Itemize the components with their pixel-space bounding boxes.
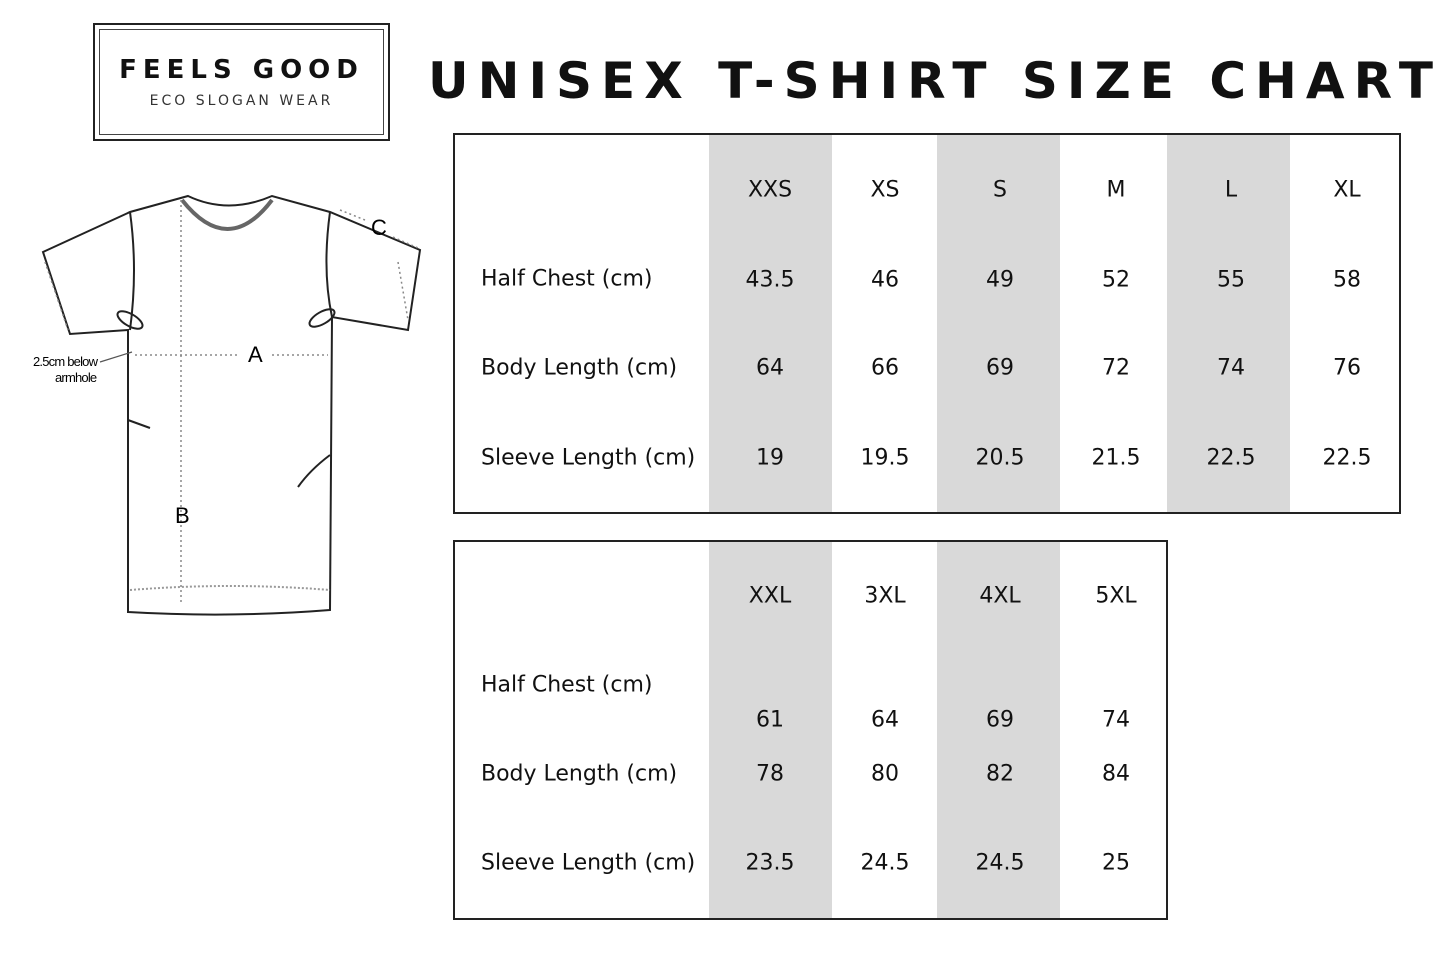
table-cell: 74 [1217, 355, 1245, 381]
column-stripe [709, 542, 832, 918]
table-cell: 46 [871, 267, 899, 293]
table-cell: 49 [986, 267, 1014, 293]
size-table-1: XXS XS S M L XL Half Chest (cm) 43.5 46 49 52 55 58 B… [453, 133, 1401, 514]
table-cell: 64 [756, 355, 784, 381]
row-label: Sleeve Length (cm) [481, 445, 696, 471]
table-cell: 61 [756, 707, 784, 733]
table-cell: 72 [1102, 355, 1130, 381]
table-cell: 82 [986, 761, 1014, 787]
row-label: Body Length (cm) [481, 355, 678, 381]
column-stripe [709, 135, 832, 512]
table-cell: 74 [1102, 707, 1130, 733]
row-label: Sleeve Length (cm) [481, 850, 696, 876]
page-title: UNISEX T-SHIRT SIZE CHART [428, 52, 1442, 110]
size-header: L [1224, 177, 1238, 203]
table-cell: 19.5 [860, 445, 910, 471]
column-stripe [937, 542, 1060, 918]
size-header: XXL [748, 583, 792, 609]
table-cell: 69 [986, 355, 1014, 381]
size-header: XL [1333, 177, 1361, 203]
table-cell: 23.5 [745, 850, 795, 876]
size-header: XS [870, 177, 900, 203]
armhole-note-1: 2.5cm below [33, 354, 99, 369]
label-a: A [248, 342, 263, 367]
column-stripe [937, 135, 1060, 512]
size-header: S [993, 177, 1007, 203]
size-header: 5XL [1095, 583, 1137, 609]
brand-tagline: ECO SLOGAN WEAR [149, 93, 334, 109]
label-b: B [175, 503, 190, 528]
table-cell: 84 [1102, 761, 1130, 787]
size-header: XXS [747, 177, 793, 203]
size-header: 4XL [979, 583, 1021, 609]
size-header: 3XL [864, 583, 906, 609]
tshirt-diagram: A B C 2.5cm below armhole [33, 194, 422, 616]
table-cell: 24.5 [975, 850, 1025, 876]
row-label: Body Length (cm) [481, 761, 678, 787]
table-cell: 24.5 [860, 850, 910, 876]
table-cell: 21.5 [1091, 445, 1141, 471]
size-header: M [1106, 177, 1126, 203]
brand-logo: FEELS GOOD ECO SLOGAN WEAR [93, 23, 390, 141]
table-cell: 58 [1333, 267, 1361, 293]
armhole-note-2: armhole [55, 370, 97, 385]
table-cell: 80 [871, 761, 899, 787]
table-cell: 22.5 [1206, 445, 1256, 471]
table-cell: 20.5 [975, 445, 1025, 471]
row-label: Half Chest (cm) [481, 266, 653, 292]
column-stripe [1167, 135, 1290, 512]
table-cell: 64 [871, 707, 899, 733]
table-cell: 43.5 [745, 267, 795, 293]
table-cell: 22.5 [1322, 445, 1372, 471]
table-cell: 25 [1102, 850, 1130, 876]
table-cell: 69 [986, 707, 1014, 733]
table-cell: 55 [1217, 267, 1245, 293]
table-cell: 78 [756, 761, 784, 787]
label-c: C [371, 215, 387, 240]
row-label: Half Chest (cm) [481, 672, 653, 698]
brand-name: FEELS GOOD [119, 55, 364, 85]
table-cell: 66 [871, 355, 899, 381]
table-cell: 19 [756, 445, 784, 471]
size-table-2: XXL 3XL 4XL 5XL Half Chest (cm) 61 64 69 74 Body … [453, 540, 1168, 920]
table-cell: 76 [1333, 355, 1361, 381]
table-cell: 52 [1102, 267, 1130, 293]
